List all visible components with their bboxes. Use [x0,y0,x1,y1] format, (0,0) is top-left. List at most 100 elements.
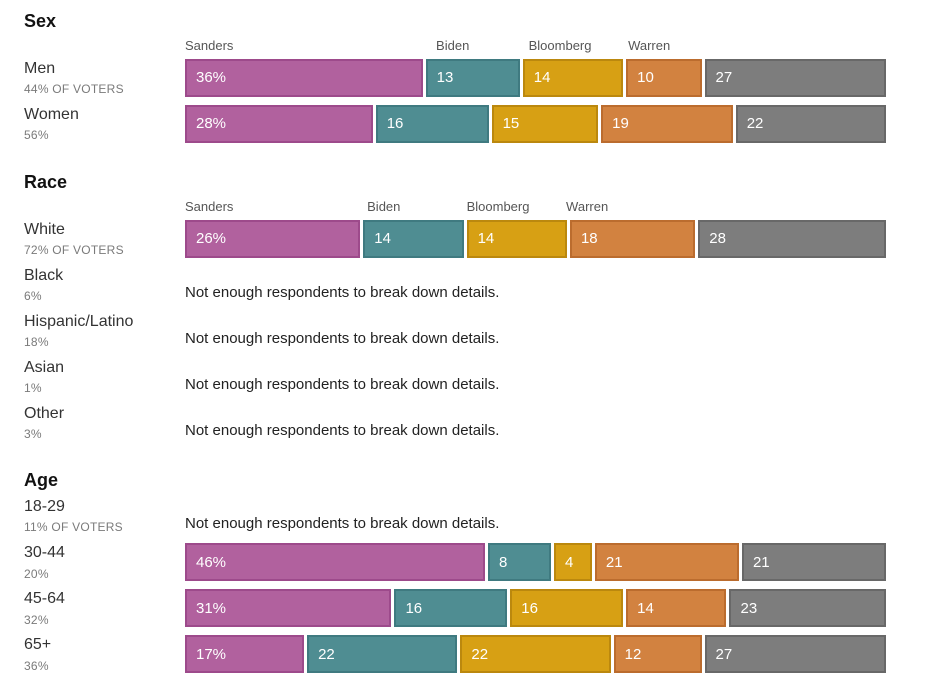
candidate-label-bloomberg: Bloomberg [466,198,530,214]
bar-area: 46% 8 4 21 21 [185,543,887,582]
no-data-note: Not enough respondents to break down det… [185,515,500,533]
bar-segment-biden: 16 [375,104,489,143]
group-label-women: Women [24,105,79,123]
group-share-30-44: 20% [24,566,49,581]
bar-segment-sanders: 31% [185,589,392,628]
group-share-women: 56% [24,127,49,142]
bar-segment-sanders: 46% [185,543,486,582]
bar-value-bloomberg: 14 [533,69,551,87]
stacked-bar-45-64: 31% 16 16 14 23 [185,589,886,628]
group-share-white: 72% OF VOTERS [24,242,124,257]
bar-area: 17% 22 22 12 27 [185,635,886,674]
bar-segment-bloomberg: 16 [510,589,624,628]
candidate-label-sanders: Sanders [185,198,234,214]
note-area: Not enough respondents to break down det… [185,266,886,303]
candidate-label-warren: Warren [628,37,671,53]
bar-segment-other: 21 [741,543,887,582]
bar-segment-other: 23 [729,589,886,628]
bar-segment-bloomberg: 4 [553,543,592,582]
bar-value-bloomberg: 14 [477,230,495,248]
section-sex: Sex Men 44% OF VOTERS Sanders Biden Bloomberg… [24,11,887,143]
bar-segment-other: 27 [704,635,886,674]
bar-value-other: 27 [715,69,733,87]
bar-segment-warren: 14 [626,589,727,628]
group-label-black: Black [24,266,64,284]
group-label-other: Other [24,405,65,423]
group-label-white: White [24,220,65,238]
group-share-18-29: 11% OF VOTERS [24,520,123,535]
bar-segment-sanders: 17% [185,635,305,674]
row-label-group: 65+ 36% [24,635,185,673]
group-label-45-64: 45-64 [24,590,65,608]
candidate-labels-row: Sanders Biden Bloomberg Warren [185,199,886,217]
bar-value-sanders: 36% [196,69,227,87]
group-share-men: 44% OF VOTERS [24,81,124,96]
candidate-label-bloomberg: Bloomberg [528,37,592,53]
exit-poll-breakdown: Sex Men 44% OF VOTERS Sanders Biden Bloomberg… [24,11,887,674]
bar-value-biden: 8 [499,553,508,571]
group-label-men: Men [24,59,56,77]
bar-value-warren: 21 [605,553,623,571]
no-data-note: Not enough respondents to break down det… [185,283,500,301]
row-label-group: Men 44% OF VOTERS [24,38,185,97]
bar-value-sanders: 31% [196,599,227,617]
row-label-group: 45-64 32% [24,589,185,627]
candidate-label-spacer [700,38,886,56]
section-title-sex: Sex [24,11,57,31]
candidate-label-biden: Biden [436,37,470,53]
note-area: Not enough respondents to break down det… [185,312,886,349]
stacked-bar-65: 17% 22 22 12 27 [185,635,886,674]
row-label-group: Hispanic/Latino 18% [24,312,185,349]
no-data-note: Not enough respondents to break down det… [185,329,500,347]
bar-value-sanders: 46% [196,553,227,571]
group-label-30-44: 30-44 [24,544,65,562]
bar-segment-biden: 16 [394,589,508,628]
bar-row-45-64: 45-64 32% 31% 16 16 14 23 [24,589,886,628]
stacked-bar-30-44: 46% 8 4 21 21 [185,543,887,582]
section-title-race: Race [24,171,68,192]
group-share-45-64: 32% [24,612,49,627]
bar-value-biden: 16 [405,599,423,617]
group-label-18-29: 18-29 [24,498,65,516]
bar-value-warren: 12 [624,645,642,663]
candidate-label-sanders: Sanders [185,37,234,53]
row-label-group: 18-29 11% OF VOTERS [24,497,185,534]
row-label-group: Black 6% [24,266,185,303]
group-share-65: 36% [24,658,49,673]
bar-segment-warren: 21 [594,543,739,582]
bar-value-other: 22 [746,115,764,133]
bar-row-white: White 72% OF VOTERS Sanders Biden Bloomberg W… [24,199,886,258]
bar-value-other: 27 [715,645,733,663]
group-share-other: 3% [24,427,42,442]
bar-segment-bloomberg: 22 [460,635,611,674]
bar-segment-bloomberg: 14 [522,58,624,97]
note-area: Not enough respondents to break down det… [185,404,886,441]
bar-segment-warren: 12 [613,635,702,674]
candidate-label-warren: Warren [566,198,609,214]
candidate-label-biden: Biden [367,198,401,214]
group-label-asian: Asian [24,358,65,376]
bar-row-men: Men 44% OF VOTERS Sanders Biden Bloomberg War… [24,37,887,97]
section-title-age: Age [24,470,59,491]
bar-value-other: 28 [709,230,726,248]
bar-segment-sanders: 28% [185,104,373,143]
section-age: Age 18-29 11% OF VOTERS Not enough responde… [24,470,887,674]
bar-value-biden: 16 [386,115,404,133]
bar-row-65: 65+ 36% 17% 22 22 12 27 [24,635,886,674]
bar-value-biden: 14 [374,230,391,248]
group-share-asian: 1% [24,381,42,396]
stacked-bar-men: 36% 13 14 10 27 [185,58,887,97]
no-data-note: Not enough respondents to break down det… [185,376,500,394]
group-label-hispanic-latino: Hispanic/Latino [24,312,134,330]
bar-area: Sanders Biden Bloomberg Warren 36% 13 14 10 27 [185,37,887,97]
bar-value-warren: 10 [637,69,654,87]
bar-value-biden: 22 [318,645,335,663]
bar-area: 31% 16 16 14 23 [185,589,886,628]
bar-segment-other: 27 [704,58,887,97]
bar-area: 28% 16 15 19 22 [185,104,886,143]
bar-value-bloomberg: 4 [564,553,574,571]
bar-value-warren: 14 [637,599,654,617]
bar-value-warren: 19 [612,115,629,133]
bar-value-bloomberg: 16 [521,599,538,617]
section-race: Race White 72% OF VOTERS Sanders Biden Bloomb… [24,171,886,442]
